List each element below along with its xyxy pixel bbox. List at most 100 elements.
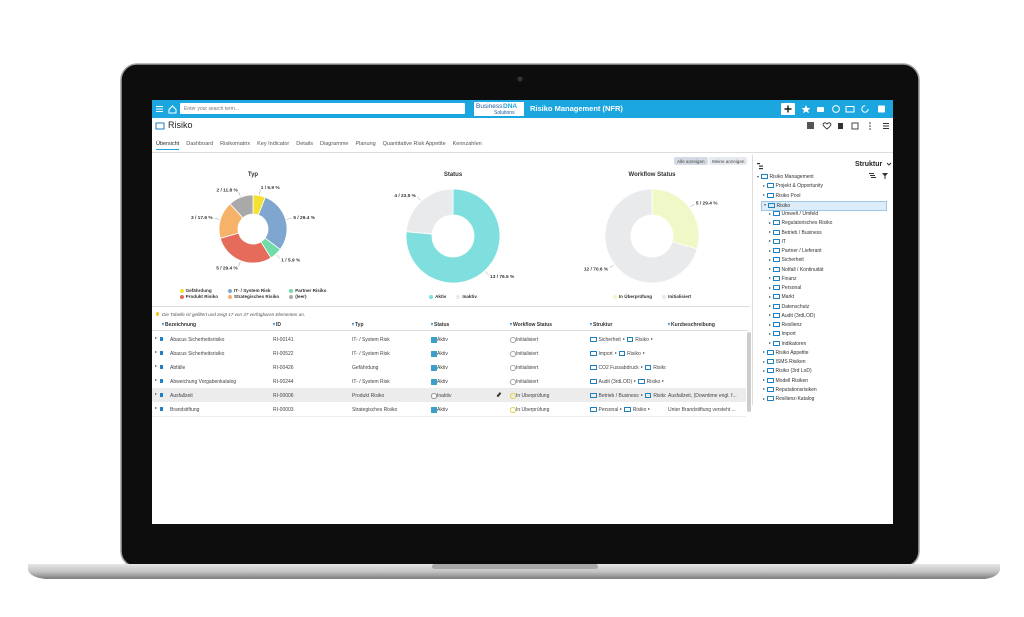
tree-item[interactable]: Betrieb / Business (767, 229, 822, 237)
column-header[interactable]: Status (431, 322, 449, 328)
tree-item[interactable]: Markt (767, 293, 794, 301)
tree-item[interactable]: Risiko Management (755, 173, 814, 181)
tree-item[interactable]: Datenschutz (767, 303, 809, 311)
column-header[interactable]: Struktur (590, 322, 612, 328)
legend-item[interactable]: IT- / System Risk (228, 288, 279, 293)
more-icon[interactable] (869, 122, 871, 130)
tree-icon[interactable] (757, 163, 763, 170)
scrollbar[interactable] (747, 332, 751, 412)
tree-item[interactable]: Import (767, 330, 796, 338)
pie-slice[interactable] (405, 188, 454, 235)
table-row[interactable]: Abweichung Vorgabenkatalog RI-00244 IT- / … (152, 374, 746, 389)
folder-icon (773, 275, 780, 281)
dropdown-icon[interactable] (886, 162, 892, 166)
column-header[interactable]: Kurzbeschreibung (668, 322, 715, 328)
tab[interactable]: Planung (355, 141, 376, 147)
tree-item[interactable]: Risiko (761, 200, 887, 211)
legend-item[interactable]: Produkt Risiko (179, 294, 218, 299)
structure-panel: Struktur Risiko Management Projekt & Oppo… (753, 155, 893, 455)
tree-item[interactable]: Risiko (3rd LoD) (761, 367, 812, 375)
tab[interactable]: Übersicht (156, 141, 180, 150)
help-icon[interactable] (832, 105, 840, 113)
tab[interactable]: Key Indicator (257, 141, 290, 147)
tree-item[interactable]: Audit (3rdLOD) (767, 312, 815, 320)
pie-slice[interactable] (604, 188, 698, 284)
tree-item[interactable]: Reputationsrisiken (761, 386, 817, 394)
view-button[interactable]: Meine anzeigen (709, 157, 748, 165)
legend-item[interactable]: Initialisiert (662, 294, 691, 299)
table-row[interactable]: Abacus Sicherheitsrisiko RI-00141 IT- / Sy… (152, 332, 746, 347)
table-row[interactable]: Abfälle RI-00426 Gefährdung Aktiv Initialisi… (152, 360, 746, 375)
collapse-icon[interactable] (869, 173, 876, 178)
legend-item[interactable]: Gefährdung (179, 288, 218, 293)
column-header[interactable]: Typ (352, 322, 364, 328)
table-row[interactable]: Ausfallzeit RI-00006 Produkt Risiko Inaktiv… (152, 388, 746, 403)
folder-icon (767, 359, 774, 365)
tab[interactable]: Quantitative Risk Appetite (382, 141, 446, 147)
column-header[interactable]: Workflow Status (510, 322, 552, 328)
tree-item[interactable]: Projekt & Opportunity (761, 182, 823, 190)
tab[interactable]: Details (296, 141, 314, 147)
legend-item[interactable]: Inaktiv (456, 294, 477, 299)
print-icon[interactable] (817, 107, 824, 112)
tree-item[interactable]: ISMS Risiken (761, 358, 806, 366)
tree-item[interactable]: Regulatorisches Risiko (767, 219, 832, 227)
copy-icon[interactable] (851, 122, 859, 130)
table-row[interactable]: Abacus Sicherheitsrisiko RI-00522 IT- / Sy… (152, 346, 746, 361)
column-header[interactable]: Bezeichnung (162, 322, 196, 328)
cell: Initialisiert (516, 364, 539, 371)
tab[interactable]: Diagramme (320, 141, 349, 147)
refresh-icon[interactable] (861, 105, 869, 113)
tree-item[interactable]: IT (767, 238, 786, 246)
tree-item[interactable]: Risiko Pool (761, 192, 801, 200)
item-icon (160, 406, 163, 411)
legend-item[interactable]: Aktiv (429, 294, 446, 299)
star-icon[interactable] (801, 105, 811, 114)
folder-icon (773, 238, 780, 244)
folder-icon (638, 378, 645, 384)
table-row[interactable]: Brandstiftung RI-00003 Strategisches Risik… (152, 402, 746, 417)
legend-item[interactable]: Partner Risiko (289, 288, 326, 293)
pie-slice[interactable] (651, 188, 700, 250)
list-icon[interactable] (883, 123, 889, 129)
tab[interactable]: Dashboard (186, 141, 214, 147)
home-icon[interactable] (168, 105, 177, 114)
pie-slice[interactable] (229, 194, 254, 219)
legend-item[interactable]: In Überprüfung (612, 294, 652, 299)
pie-slice[interactable] (405, 188, 501, 284)
tree-item[interactable]: Resilienz (767, 321, 802, 329)
tree-item[interactable]: Personal (767, 284, 801, 292)
structure-cell: Import Risiko (590, 351, 666, 357)
tree-item[interactable]: Indikatoren (767, 340, 806, 348)
column-header[interactable]: ID (273, 322, 281, 328)
tree-item[interactable]: Resilienz-Katalog (761, 395, 814, 403)
delete-icon[interactable] (838, 123, 843, 129)
tree-item[interactable]: Modell Risiken (761, 377, 808, 385)
pie-slice[interactable] (219, 232, 272, 264)
filter-icon[interactable] (882, 173, 888, 179)
menu-icon[interactable] (156, 106, 163, 112)
mail-icon[interactable] (845, 106, 855, 113)
tab[interactable]: Risikomatrix (220, 141, 251, 147)
legend: Aktiv Inaktiv (378, 294, 528, 299)
favorite-icon[interactable] (822, 122, 832, 130)
folder-icon (626, 336, 634, 342)
legend-swatch (228, 294, 233, 299)
action-icon[interactable] (807, 122, 814, 129)
legend: In Überprüfung Initialisiert (577, 294, 727, 299)
view-button[interactable]: Alle anzeigen (674, 157, 708, 165)
search-box[interactable]: Enter your search term... (180, 103, 465, 114)
cell: Ausfallzeit, (Downtime engl. f... (668, 392, 737, 399)
tree-item[interactable]: Risiko Appetite (761, 349, 809, 357)
tree-item[interactable]: Partner / Lieferant (767, 247, 822, 255)
tree-item[interactable]: Umwelt / Umfeld (767, 210, 818, 218)
cell: IT- / System Risk (352, 378, 390, 385)
tree-item[interactable]: Notfall / Kontinuität (767, 266, 823, 274)
legend-item[interactable]: (leer) (289, 294, 326, 299)
tree-item[interactable]: Sicherheit (767, 256, 804, 264)
user-icon[interactable] (878, 105, 885, 113)
tree-item[interactable]: Finanz (767, 275, 797, 283)
tab[interactable]: Kennzahlen (452, 141, 482, 147)
legend-item[interactable]: Strategisches Risiko (228, 294, 279, 299)
